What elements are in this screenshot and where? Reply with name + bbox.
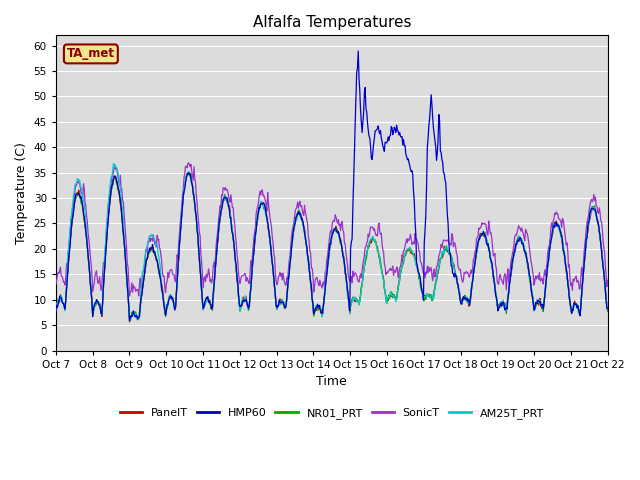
Title: Alfalfa Temperatures: Alfalfa Temperatures [253,15,411,30]
Legend: PanelT, HMP60, NR01_PRT, SonicT, AM25T_PRT: PanelT, HMP60, NR01_PRT, SonicT, AM25T_P… [115,404,548,423]
Text: TA_met: TA_met [67,48,115,60]
X-axis label: Time: Time [316,375,347,388]
Y-axis label: Temperature (C): Temperature (C) [15,142,28,244]
